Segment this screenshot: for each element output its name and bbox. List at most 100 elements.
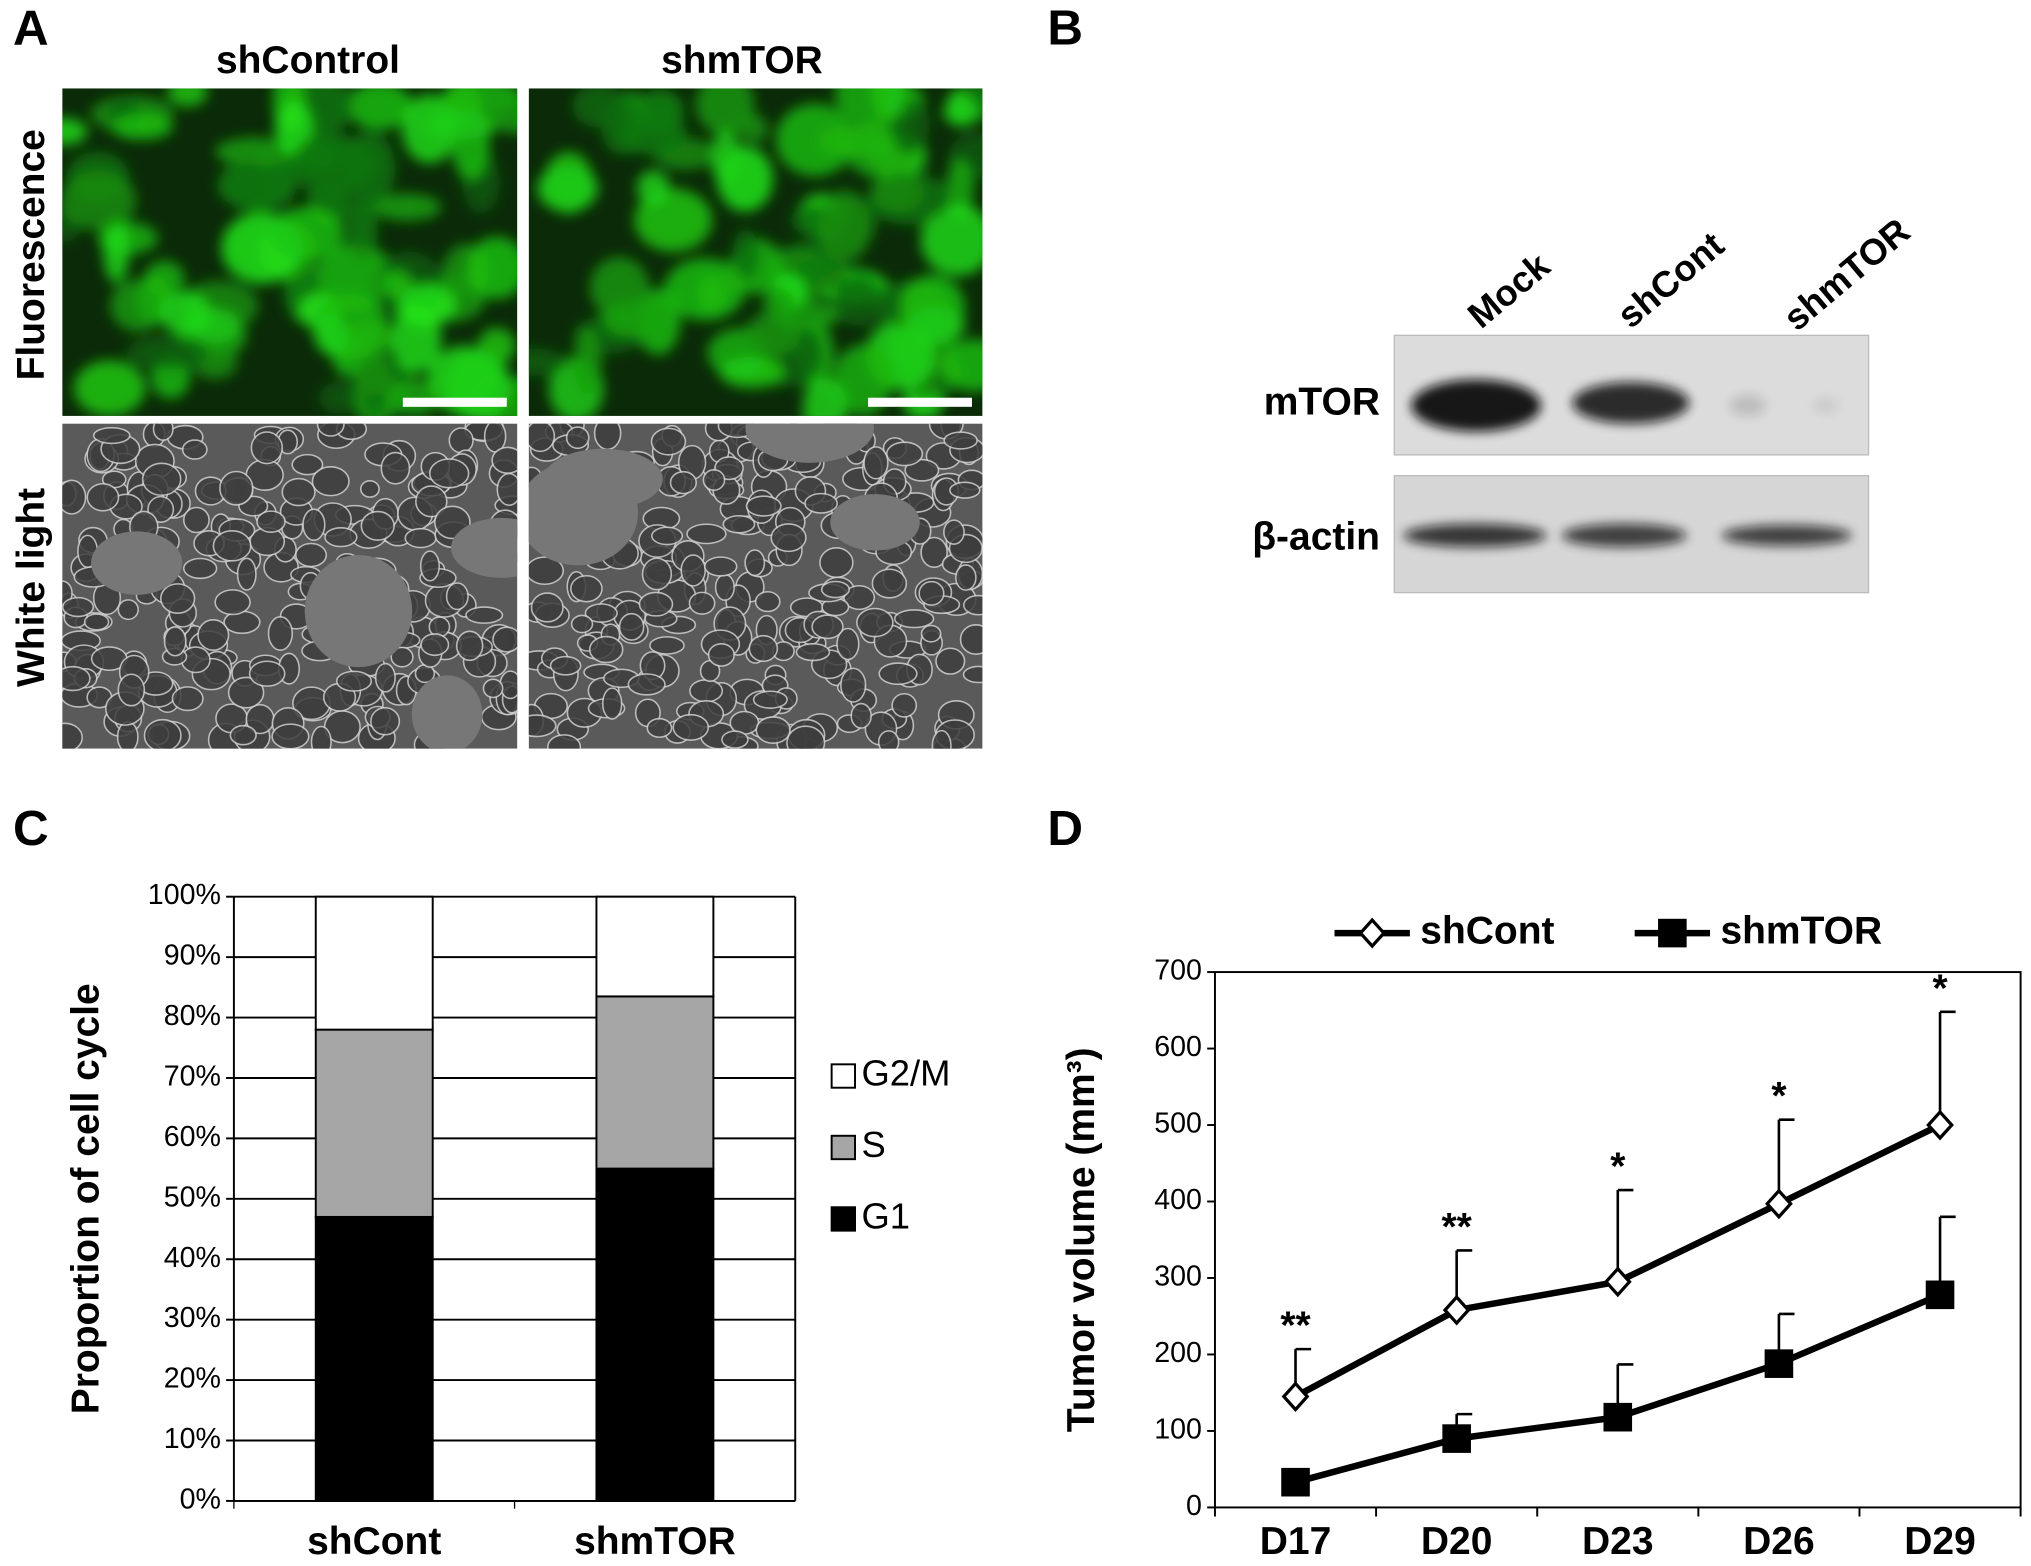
cell [786, 725, 826, 749]
cell [572, 88, 626, 128]
cell [754, 590, 781, 613]
cell [962, 594, 983, 616]
cell [775, 103, 855, 177]
marker [1925, 1280, 1955, 1310]
cell [182, 557, 218, 580]
cell [686, 523, 727, 545]
cell [954, 564, 977, 591]
cell [236, 557, 257, 591]
cell [601, 687, 623, 720]
marker [1281, 1467, 1310, 1497]
cell [820, 580, 851, 599]
y-tick-label: 200 [1154, 1337, 1202, 1369]
cell [143, 718, 182, 749]
cell [878, 662, 918, 686]
cell [877, 730, 900, 749]
cell [588, 635, 624, 664]
cell [420, 633, 450, 657]
significance-mark: * [1610, 1146, 1626, 1189]
band [1729, 395, 1766, 416]
cell [688, 591, 716, 615]
cell [455, 630, 484, 662]
column-label: shmTOR [661, 39, 823, 82]
cell [549, 655, 582, 676]
cell [229, 724, 257, 746]
x-tick-label: D23 [1582, 1520, 1654, 1563]
cell [702, 469, 726, 492]
marker [1765, 1188, 1793, 1220]
cell [871, 88, 904, 120]
cell [212, 530, 252, 562]
cell [817, 124, 895, 158]
empty-area [745, 423, 875, 463]
cell [804, 492, 838, 514]
cell [697, 274, 727, 314]
cell [528, 423, 556, 453]
cell [62, 596, 95, 618]
cell [182, 506, 210, 534]
cell [374, 662, 396, 693]
cell [62, 479, 87, 515]
cell [126, 336, 208, 370]
cell [92, 426, 131, 445]
panel-label: D [1047, 801, 1083, 856]
y-tick-label: 60% [164, 1121, 221, 1153]
cell [748, 634, 779, 663]
cell [935, 647, 966, 675]
cell [491, 446, 518, 474]
cell [651, 526, 684, 546]
marker [1926, 1109, 1954, 1141]
cell [627, 673, 666, 696]
cell [707, 643, 735, 667]
bar-segment [595, 895, 715, 998]
cell [248, 660, 286, 687]
y-tick-label: 20% [164, 1363, 221, 1395]
cell [372, 193, 442, 221]
band [1812, 397, 1839, 414]
cells [528, 423, 983, 749]
marker [1658, 918, 1687, 948]
cell [949, 481, 981, 499]
cell [803, 377, 847, 416]
cell [962, 665, 983, 684]
cell [116, 721, 139, 749]
y-tick-label: 70% [164, 1061, 221, 1093]
cell [268, 207, 345, 260]
panel-label: A [13, 0, 49, 55]
band [1572, 382, 1690, 424]
cell [711, 129, 741, 186]
cell [891, 692, 918, 718]
cell [316, 423, 345, 437]
cells [528, 88, 983, 416]
bar-segment [314, 895, 434, 1031]
cell [920, 203, 983, 276]
cell [721, 730, 749, 749]
cell [291, 453, 324, 476]
cell [703, 556, 738, 577]
cell [920, 624, 942, 643]
cell [223, 158, 271, 205]
cell [893, 609, 935, 629]
cell [752, 690, 788, 709]
y-tick-label: 50% [164, 1181, 221, 1213]
cell [636, 170, 670, 206]
error-bar [1938, 1010, 1956, 1126]
cell [380, 451, 411, 485]
y-tick-label: 400 [1154, 1184, 1202, 1216]
cell [152, 423, 174, 441]
cell [291, 132, 369, 197]
cell [310, 725, 332, 749]
cell [646, 717, 673, 739]
cell [811, 614, 844, 640]
cell [404, 527, 437, 549]
y-tick-label: 30% [164, 1302, 221, 1334]
y-tick-label: 500 [1154, 1108, 1202, 1140]
bar-segment [595, 1167, 715, 1502]
cell [62, 118, 88, 146]
cell [650, 427, 687, 456]
cell [227, 676, 265, 709]
legend-swatch [830, 1063, 856, 1089]
y-axis-label: Tumor volume (mm³) [1060, 1047, 1103, 1432]
x-tick-label: shCont [307, 1520, 441, 1563]
